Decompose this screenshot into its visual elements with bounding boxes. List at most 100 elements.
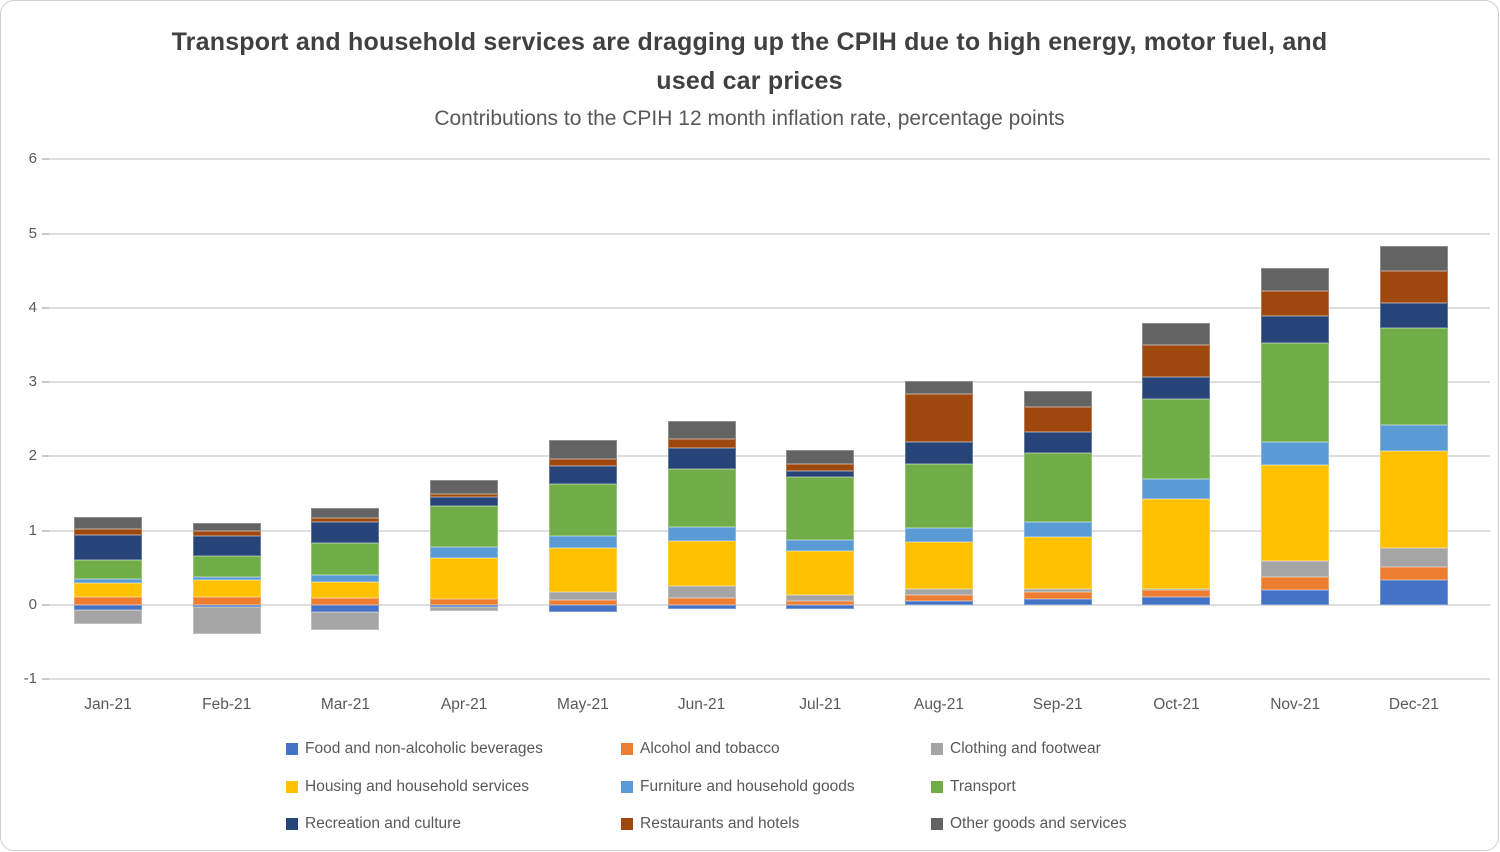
legend-label: Other goods and services: [950, 815, 1127, 832]
bar-segment: [667, 605, 736, 610]
y-axis-tick: [42, 529, 49, 532]
bar-segment: [1142, 499, 1211, 589]
x-axis-label: Dec-21: [1388, 696, 1439, 713]
bar-segment: [905, 594, 974, 602]
bar-segment: [548, 605, 617, 613]
gridline-y5: [49, 232, 1490, 235]
legend-item: Other goods and services: [931, 814, 1127, 834]
bar-segment: [74, 535, 142, 560]
gridline-y0: [49, 604, 1490, 606]
chart-title: Transport and household services are dra…: [171, 28, 1328, 95]
bar-segment: [786, 595, 855, 601]
legend-label: Clothing and footwear: [950, 740, 1101, 757]
bar-segment: [74, 582, 142, 597]
y-axis-tick: [42, 232, 49, 235]
bar-segment: [192, 596, 261, 605]
bar-segment: [311, 581, 380, 598]
bar-segment: [192, 605, 261, 608]
bar-segment: [1261, 465, 1330, 562]
y-axis-label: 3: [28, 373, 37, 391]
bar-segment: [1379, 425, 1448, 452]
bar-segment: [667, 541, 736, 586]
bar-segment: [311, 518, 380, 522]
bar-segment: [192, 555, 261, 577]
bar-segment: [1261, 343, 1330, 443]
bar-segment: [786, 477, 855, 540]
bar-segment: [905, 442, 974, 464]
bar-segment: [1261, 576, 1330, 591]
bar-segment: [905, 601, 974, 605]
bar-segment: [430, 605, 499, 608]
y-axis-label: 2: [28, 447, 37, 465]
bar-segment: [1261, 267, 1330, 291]
bar-segment: [74, 578, 142, 583]
bar-segment: [1023, 592, 1092, 600]
legend-swatch-icon: [931, 743, 943, 755]
y-axis-tick: [42, 455, 49, 458]
bar-segment: [1379, 451, 1448, 548]
bar-segment: [1379, 303, 1448, 328]
bar-segment: [1261, 442, 1330, 466]
bar-segment: [548, 535, 617, 548]
bar-segment: [548, 459, 617, 467]
legend-label: Transport: [950, 778, 1016, 795]
bar-segment: [667, 439, 736, 449]
bar-segment: [430, 607, 499, 611]
bar-segment: [548, 466, 617, 484]
legend-label: Housing and household services: [305, 778, 530, 795]
legend-swatch-icon: [286, 781, 298, 793]
bar-segment: [667, 526, 736, 542]
y-axis-label: -1: [23, 670, 37, 688]
bar-segment: [786, 539, 855, 551]
bar-segment: [786, 605, 855, 609]
bar-segment: [786, 449, 855, 464]
legend-swatch-icon: [931, 818, 943, 830]
bar-segment: [1023, 599, 1092, 605]
chart-subtitle: Contributions to the CPIH 12 month infla…: [434, 106, 1065, 130]
bar-segment: [1379, 547, 1448, 568]
bar-segment: [192, 607, 261, 634]
bar-segment: [548, 547, 617, 593]
bar-segment: [1023, 406, 1092, 432]
legend-swatch-icon: [621, 743, 633, 755]
bar-segment: [905, 541, 974, 590]
y-axis-tick: [42, 604, 49, 606]
x-axis-label: Aug-21: [914, 696, 965, 713]
x-axis-label: Mar-21: [320, 696, 370, 713]
bar-segment: [548, 592, 617, 600]
x-axis-label: Jan-21: [84, 696, 132, 713]
y-axis-label: 5: [28, 224, 37, 242]
bar-segment: [1023, 521, 1092, 538]
bar-segment: [311, 521, 380, 543]
bar-segment: [786, 470, 855, 478]
bar-segment: [1023, 391, 1092, 407]
bar-segment: [74, 517, 142, 530]
bar-segment: [74, 610, 142, 624]
x-axis-label: Sep-21: [1032, 696, 1083, 713]
bar-segment: [192, 580, 261, 597]
y-axis-label: 6: [28, 150, 37, 168]
x-axis-label: May-21: [557, 696, 609, 713]
x-axis-label: Jul-21: [799, 696, 842, 713]
x-axis-label: Feb-21: [202, 696, 252, 713]
y-axis-tick: [42, 158, 49, 161]
legend-label: Food and non-alcoholic beverages: [305, 740, 543, 757]
bar-segment: [192, 535, 261, 556]
bar-segment: [905, 527, 974, 542]
bar-segment: [786, 463, 855, 471]
bar-segment: [905, 589, 974, 595]
bar-segment: [430, 547, 499, 559]
bar-segment: [192, 531, 261, 536]
x-axis-label: Jun-21: [677, 696, 726, 713]
bar-segment: [1379, 579, 1448, 605]
bar-segment: [74, 596, 142, 605]
bar-segment: [430, 497, 499, 507]
y-axis-tick: [42, 381, 49, 384]
bar-segment: [311, 542, 380, 575]
bar-segment: [1379, 567, 1448, 580]
bar-segment: [430, 493, 499, 498]
bar-segment: [430, 599, 499, 605]
bar-segment: [548, 440, 617, 460]
bar-segment: [1142, 399, 1211, 480]
